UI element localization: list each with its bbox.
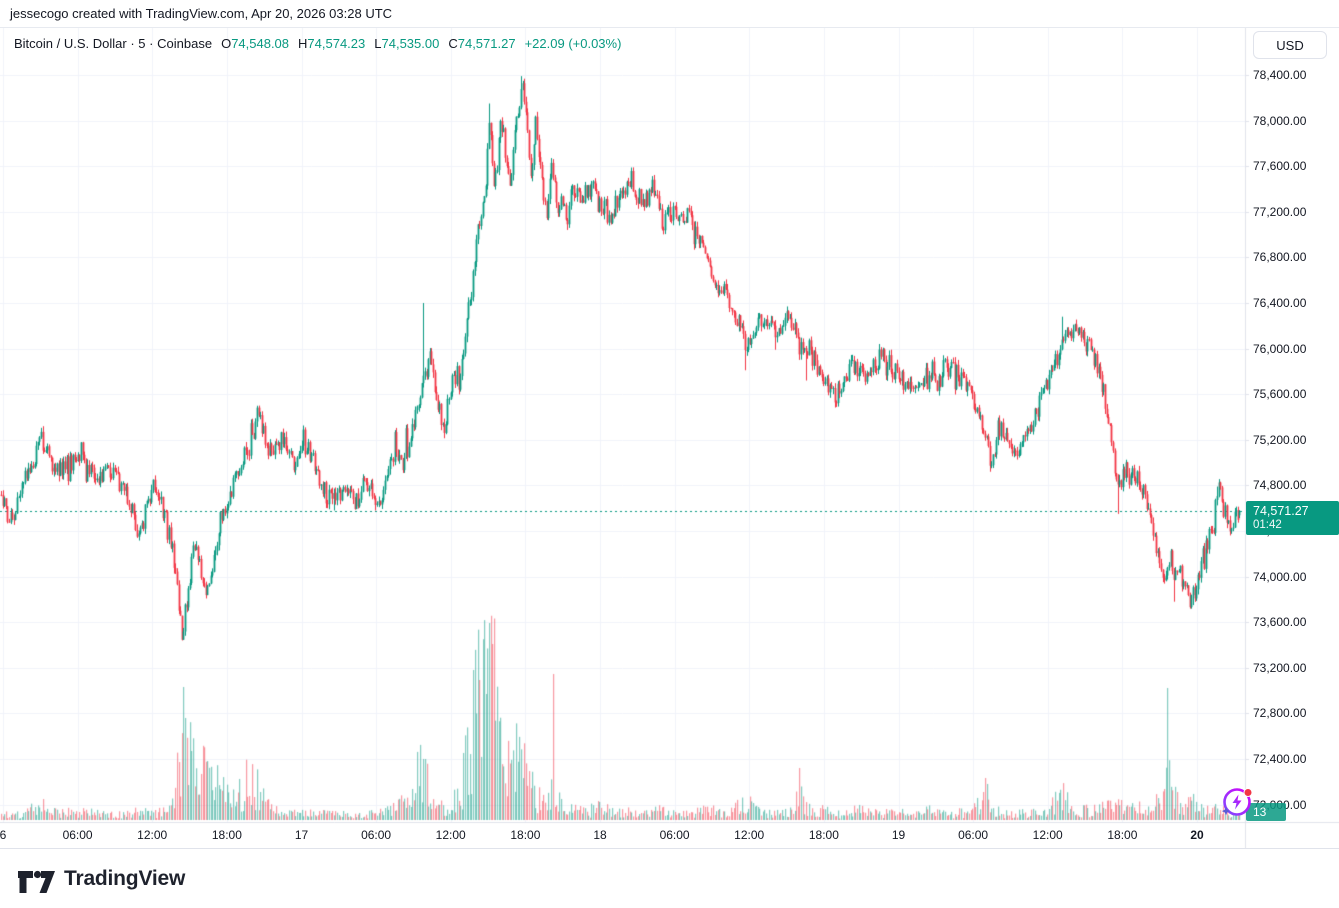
price-axis[interactable]: 78,400.00 78,000.00 77,600.00 77,200.00 76,8… [1246, 28, 1339, 822]
attribution-bar: jessecogo created with TradingView.com, … [0, 0, 1339, 28]
time-axis-label: 06:00 [659, 828, 690, 842]
tradingview-logo-icon[interactable] [18, 864, 55, 894]
volume-value: 13 [1253, 805, 1267, 819]
exchange-label: Coinbase [157, 36, 213, 51]
time-axis-label: 6 [0, 828, 7, 842]
symbol-title: Bitcoin / U.S. Dollar · 5 · Coinbase [14, 36, 213, 51]
footer: TradingView [0, 849, 1339, 908]
time-axis-label: 17 [294, 828, 309, 842]
ai-assistant-button[interactable] [1219, 783, 1257, 821]
time-axis-label: 18:00 [1107, 828, 1138, 842]
chart-area: Bitcoin / U.S. Dollar · 5 · Coinbase O74… [0, 28, 1339, 849]
currency-toggle-button[interactable]: USD [1253, 31, 1327, 59]
time-axis-label: 20 [1190, 828, 1204, 842]
price-axis-label: 74,000.00 [1253, 569, 1307, 584]
price-axis-label: 74,800.00 [1253, 478, 1307, 493]
notification-dot [1243, 788, 1253, 797]
ohlc-open: O74,548.08 [221, 36, 290, 51]
price-axis-label: 78,400.00 [1253, 68, 1307, 82]
time-axis-label: 18:00 [211, 828, 242, 842]
legend-separator: · [149, 36, 154, 51]
price-axis-label: 76,800.00 [1253, 250, 1307, 265]
price-axis-label: 72,800.00 [1253, 706, 1307, 721]
time-axis-label: 18 [593, 828, 607, 842]
currency-toggle-label: USD [1276, 37, 1304, 53]
volume-value-badge: 13 [1246, 803, 1286, 821]
price-axis-label: 73,200.00 [1253, 660, 1307, 675]
price-axis-label: 73,600.00 [1253, 615, 1307, 630]
time-axis-label: 06:00 [361, 828, 392, 842]
lightning-badge-icon [1221, 788, 1253, 816]
price-change: +22.09 (+0.03%) [524, 36, 622, 51]
time-axis-label: 06:00 [958, 828, 989, 842]
bar-countdown: 01:42 [1253, 519, 1282, 532]
price-axis-label: 72,400.00 [1253, 752, 1307, 766]
price-axis-label: 77,600.00 [1253, 159, 1307, 174]
attribution-text: jessecogo created with TradingView.com, … [10, 6, 393, 21]
price-axis-label: 76,400.00 [1253, 296, 1307, 310]
time-axis[interactable]: 6 06:00 12:00 18:00 17 06:00 12:00 18:00 18 06:00… [0, 822, 1246, 848]
price-axis-label: 78,000.00 [1253, 113, 1307, 128]
interval-label: 5 [138, 36, 146, 51]
price-axis-label: 77,200.00 [1253, 204, 1307, 219]
current-price-value: 74,571.27 [1253, 504, 1309, 519]
chart-legend: Bitcoin / U.S. Dollar · 5 · Coinbase O74… [14, 36, 621, 51]
time-axis-label: 12:00 [1032, 828, 1063, 842]
ohlc-low: L74,535.00 [374, 36, 440, 51]
legend-separator: · [130, 36, 135, 51]
time-axis-label: 19 [891, 828, 906, 842]
price-axis-label: 75,600.00 [1253, 387, 1307, 402]
ohlc-close: C74,571.27 [448, 36, 516, 51]
time-axis-label: 06:00 [62, 828, 93, 842]
price-axis-label: 75,200.00 [1253, 432, 1307, 447]
time-axis-label: 12:00 [734, 828, 765, 842]
time-axis-label: 18:00 [510, 828, 541, 842]
sparkle-icon [1221, 807, 1231, 816]
price-chart-canvas[interactable] [0, 28, 1339, 848]
price-axis-label: 76,000.00 [1253, 341, 1307, 356]
lightning-icon [1232, 794, 1242, 810]
ohlc-high: H74,574.23 [298, 36, 366, 51]
time-axis-label: 12:00 [137, 828, 168, 842]
tradingview-logo-text[interactable]: TradingView [64, 866, 186, 890]
current-price-label: 74,571.27 01:42 [1246, 501, 1339, 536]
time-axis-label: 18:00 [808, 828, 839, 842]
time-axis-label: 12:00 [435, 828, 466, 842]
